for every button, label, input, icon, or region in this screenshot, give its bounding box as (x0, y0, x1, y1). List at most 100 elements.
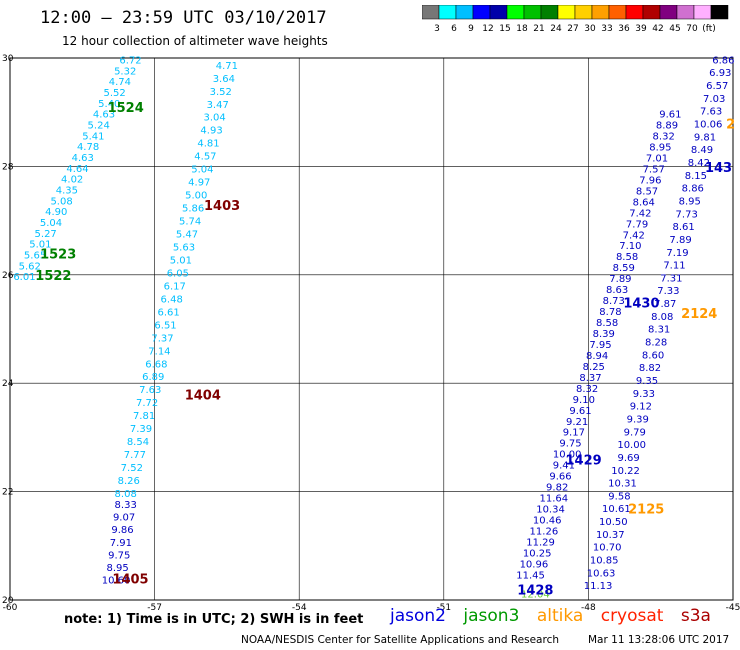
wave-height-value: 8.26 (118, 476, 140, 487)
wave-height-value: 7.91 (110, 538, 132, 549)
wave-height-value: 8.08 (115, 489, 137, 500)
wave-height-value: 8.58 (616, 252, 638, 263)
wave-height-value: 9.82 (546, 483, 568, 494)
wave-height-value: 5.52 (103, 88, 125, 99)
wave-height-value: 7.95 (589, 340, 611, 351)
wave-height-value: 5.32 (114, 66, 136, 77)
color-scale-label: 3 (434, 24, 440, 34)
x-tick-label: -51 (436, 603, 451, 613)
footer-timestamp: Mar 11 13:28:06 UTC 2017 (588, 634, 730, 646)
wave-height-value: 6.51 (154, 320, 176, 331)
wave-height-value: 8.49 (691, 145, 713, 156)
pass-number-label: 2 (726, 117, 735, 132)
wave-height-value: 9.69 (617, 453, 639, 464)
wave-height-value: 10.61 (602, 504, 631, 515)
y-tick-label: 30 (2, 54, 14, 64)
y-tick-label: 22 (2, 488, 13, 498)
wave-height-value: 4.63 (72, 153, 94, 164)
color-scale-label: (ft) (702, 24, 716, 34)
x-tick-label: -45 (726, 603, 740, 613)
wave-height-value: 4.02 (61, 175, 83, 186)
wave-height-value: 11.64 (540, 494, 569, 505)
wave-height-value: 8.86 (682, 184, 704, 195)
wave-height-value: 8.61 (672, 222, 694, 233)
wave-height-value: 5.04 (40, 218, 62, 229)
wave-height-value: 7.19 (666, 248, 688, 259)
wave-height-value: 5.00 (185, 191, 207, 202)
wave-height-value: 7.57 (643, 164, 665, 175)
wave-height-value: 7.10 (619, 241, 641, 252)
color-scale-label: 12 (482, 24, 493, 34)
wave-height-value: 7.33 (657, 286, 679, 297)
wave-height-value: 5.74 (179, 217, 201, 228)
wave-height-value: 6.01 (13, 272, 35, 283)
wave-height-value: 8.54 (127, 437, 149, 448)
wave-height-value: 5.65 (24, 251, 46, 262)
wave-height-value: 7.52 (121, 463, 143, 474)
chart-subtitle: 12 hour collection of altimeter wave hei… (62, 34, 328, 48)
plot-frame (9, 57, 734, 601)
wave-height-value: 8.94 (586, 351, 608, 362)
wave-height-value: 10.37 (596, 530, 625, 541)
wave-height-value: 5.27 (35, 229, 57, 240)
wave-height-value: 4.35 (56, 186, 78, 197)
wave-height-value: 7.03 (703, 94, 725, 105)
color-scale-label: 33 (601, 24, 612, 34)
wave-height-value: 6.86 (712, 55, 734, 66)
wave-height-value: 9.61 (659, 110, 681, 121)
wave-height-value: 8.95 (679, 196, 701, 207)
pass-number-label: 1429 (565, 454, 601, 469)
wave-height-value: 10.06 (694, 120, 723, 131)
footer-credit: NOAA/NESDIS Center for Satellite Applica… (241, 634, 559, 646)
color-scale-label: 70 (686, 24, 698, 34)
wave-height-value: 8.64 (633, 197, 655, 208)
wave-height-value: 7.39 (130, 424, 152, 435)
wave-height-value: 4.93 (200, 126, 222, 137)
color-scale-label: 15 (499, 24, 510, 34)
wave-height-value: 8.60 (642, 350, 664, 361)
wave-height-value: 7.31 (660, 273, 682, 284)
pass-number-label: 1522 (35, 269, 71, 284)
wave-height-value: 6.93 (709, 68, 731, 79)
wave-height-value: 8.31 (648, 325, 670, 336)
pass-number-label: 1523 (40, 248, 76, 263)
color-swatch (710, 5, 729, 20)
wave-height-value: 4.74 (109, 77, 131, 88)
chart-title: 12:00 – 23:59 UTC 03/10/2017 (40, 8, 327, 28)
satellite-s3a: s3a (680, 606, 711, 626)
wave-height-value: 6.72 (119, 55, 141, 66)
wave-height-value: 7.89 (669, 235, 691, 246)
wave-height-value: 7.01 (646, 153, 668, 164)
wave-height-value: 10.25 (523, 548, 552, 559)
y-tick-label: 28 (2, 162, 14, 172)
wave-height-value: 10.85 (590, 556, 619, 567)
y-tick-label: 24 (2, 379, 14, 389)
color-scale-label: 36 (618, 24, 630, 34)
wave-height-value: 4.63 (93, 110, 115, 121)
wave-height-value: 3.47 (207, 100, 229, 111)
x-tick-label: -54 (292, 603, 307, 613)
color-scale-legend: 3 6 9 12 15 18 21 24 27 30 33 36 39 42 45 70 (ft) (422, 5, 729, 34)
wave-height-value: 9.41 (553, 461, 575, 472)
color-scale-label: 6 (451, 24, 457, 34)
wave-height-value: 4.78 (77, 142, 99, 153)
wave-height-value: 9.58 (608, 491, 630, 502)
wave-height-value: 8.95 (649, 143, 671, 154)
wave-height-value: 9.79 (624, 427, 646, 438)
wave-height-value: 11.13 (584, 581, 613, 592)
wave-height-value: 10.00 (553, 450, 582, 461)
color-scale-label: 39 (635, 24, 647, 34)
wave-height-value: 4.81 (197, 139, 219, 150)
wave-height-value: 7.11 (663, 261, 685, 272)
wave-height-value: 8.42 (688, 158, 710, 169)
wave-height-value: 8.08 (651, 312, 673, 323)
wave-height-value: 8.78 (599, 307, 621, 318)
satellite-jason3: jason3 (463, 606, 520, 626)
wave-height-value: 9.66 (549, 472, 571, 483)
wave-height-value: 3.04 (203, 113, 225, 124)
wave-height-value: 8.58 (596, 318, 618, 329)
wave-height-value: 8.39 (593, 329, 615, 340)
wave-height-value: 7.63 (139, 385, 161, 396)
wave-height-value: 8.32 (653, 132, 675, 143)
wave-height-value: 11.26 (530, 526, 559, 537)
